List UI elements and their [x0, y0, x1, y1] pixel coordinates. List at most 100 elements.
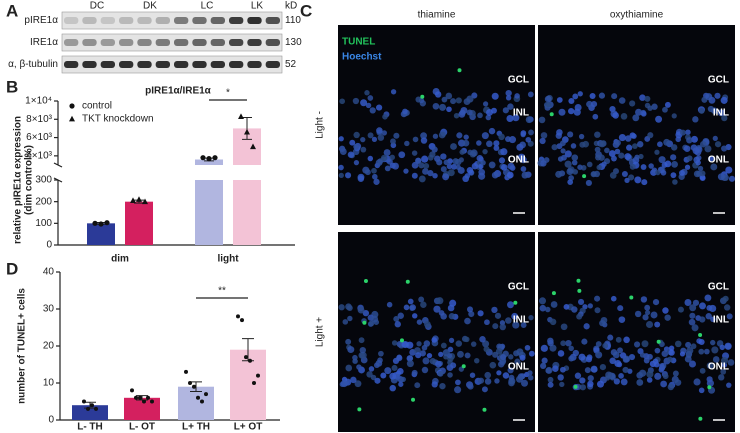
nucleus [539, 137, 546, 145]
nucleus [598, 140, 606, 148]
nucleus [641, 340, 649, 348]
nucleus [508, 374, 515, 381]
blot-band [229, 39, 244, 46]
nucleus [481, 386, 488, 393]
nucleus [586, 100, 593, 108]
nucleus [479, 336, 486, 343]
nucleus [458, 110, 466, 118]
nucleus [640, 164, 647, 170]
nucleus [640, 110, 647, 117]
nucleus [691, 324, 699, 332]
nucleus [610, 295, 617, 302]
nucleus [670, 144, 678, 151]
nucleus [624, 177, 630, 183]
data-point [138, 395, 142, 400]
nucleus [467, 149, 473, 156]
y-tick-label: 200 [35, 196, 52, 207]
data-point [82, 399, 86, 404]
nucleus [500, 164, 508, 171]
nucleus [645, 320, 654, 329]
nucleus [345, 364, 353, 372]
nucleus [725, 166, 733, 174]
blot-band [210, 61, 225, 68]
nucleus [636, 141, 644, 148]
nucleus [642, 314, 649, 321]
nucleus [593, 170, 601, 178]
nucleus [392, 162, 399, 170]
nucleus [380, 154, 388, 162]
blot-band [119, 61, 134, 68]
nucleus [618, 152, 625, 159]
lane-label: LK [251, 1, 264, 12]
data-point [184, 369, 188, 374]
nucleus [585, 179, 592, 187]
nucleus [707, 105, 715, 113]
nucleus [635, 108, 643, 116]
nucleus [340, 379, 348, 388]
nucleus [679, 351, 686, 357]
nucleus [594, 131, 601, 138]
nucleus [378, 350, 384, 357]
nucleus [365, 102, 372, 109]
nucleus [393, 316, 400, 322]
nucleus [367, 95, 374, 101]
nucleus [662, 307, 669, 314]
nucleus [369, 107, 376, 114]
nucleus [380, 372, 387, 379]
nucleus [498, 157, 506, 164]
blot-band [155, 39, 170, 46]
data-point [244, 128, 250, 135]
nucleus [698, 348, 705, 355]
nucleus [644, 95, 651, 102]
nucleus [618, 97, 626, 104]
nucleus [623, 336, 630, 344]
nucleus [339, 148, 347, 155]
nucleus [505, 317, 512, 324]
nucleus [708, 155, 714, 162]
nucleus [577, 91, 583, 97]
kd-label: 52 [285, 59, 297, 70]
nucleus [638, 153, 644, 160]
blot-band [155, 61, 170, 68]
nucleus [496, 370, 502, 376]
nucleus [574, 372, 582, 379]
nucleus [717, 173, 725, 181]
nucleus [693, 170, 701, 178]
nucleus [516, 375, 524, 383]
nucleus [547, 376, 554, 383]
nucleus [688, 318, 696, 326]
nucleus [597, 380, 605, 388]
tunel-spot [629, 295, 634, 300]
tunel-spot [399, 338, 404, 343]
legend-label: TUNEL [342, 37, 375, 48]
data-point [104, 220, 110, 226]
nucleus [579, 377, 586, 384]
nucleus [551, 144, 558, 151]
nucleus [718, 374, 725, 381]
nucleus [423, 163, 430, 170]
nucleus [655, 115, 663, 123]
nucleus [579, 141, 586, 148]
data-point [206, 156, 212, 162]
nucleus [422, 357, 430, 365]
nucleus [384, 165, 391, 172]
nucleus [706, 379, 714, 387]
chart-d: 0 10 20 30 40 number of TUNEL+ cells L- TH L- O… [17, 267, 280, 433]
nucleus [496, 343, 503, 350]
nucleus [647, 353, 653, 360]
nucleus [409, 304, 416, 311]
nucleus [595, 341, 602, 347]
nucleus [577, 298, 585, 305]
nucleus [679, 129, 686, 136]
nucleus [599, 363, 607, 371]
nucleus [437, 370, 444, 377]
nucleus [564, 160, 572, 168]
nucleus [420, 301, 427, 308]
tunel-spot [582, 174, 587, 179]
nucleus [502, 107, 509, 114]
nucleus [686, 137, 693, 144]
y-tick-label: 0 [46, 240, 52, 251]
y-tick-label: 6×10³ [26, 132, 53, 143]
nucleus [558, 108, 566, 116]
nucleus [653, 361, 660, 368]
